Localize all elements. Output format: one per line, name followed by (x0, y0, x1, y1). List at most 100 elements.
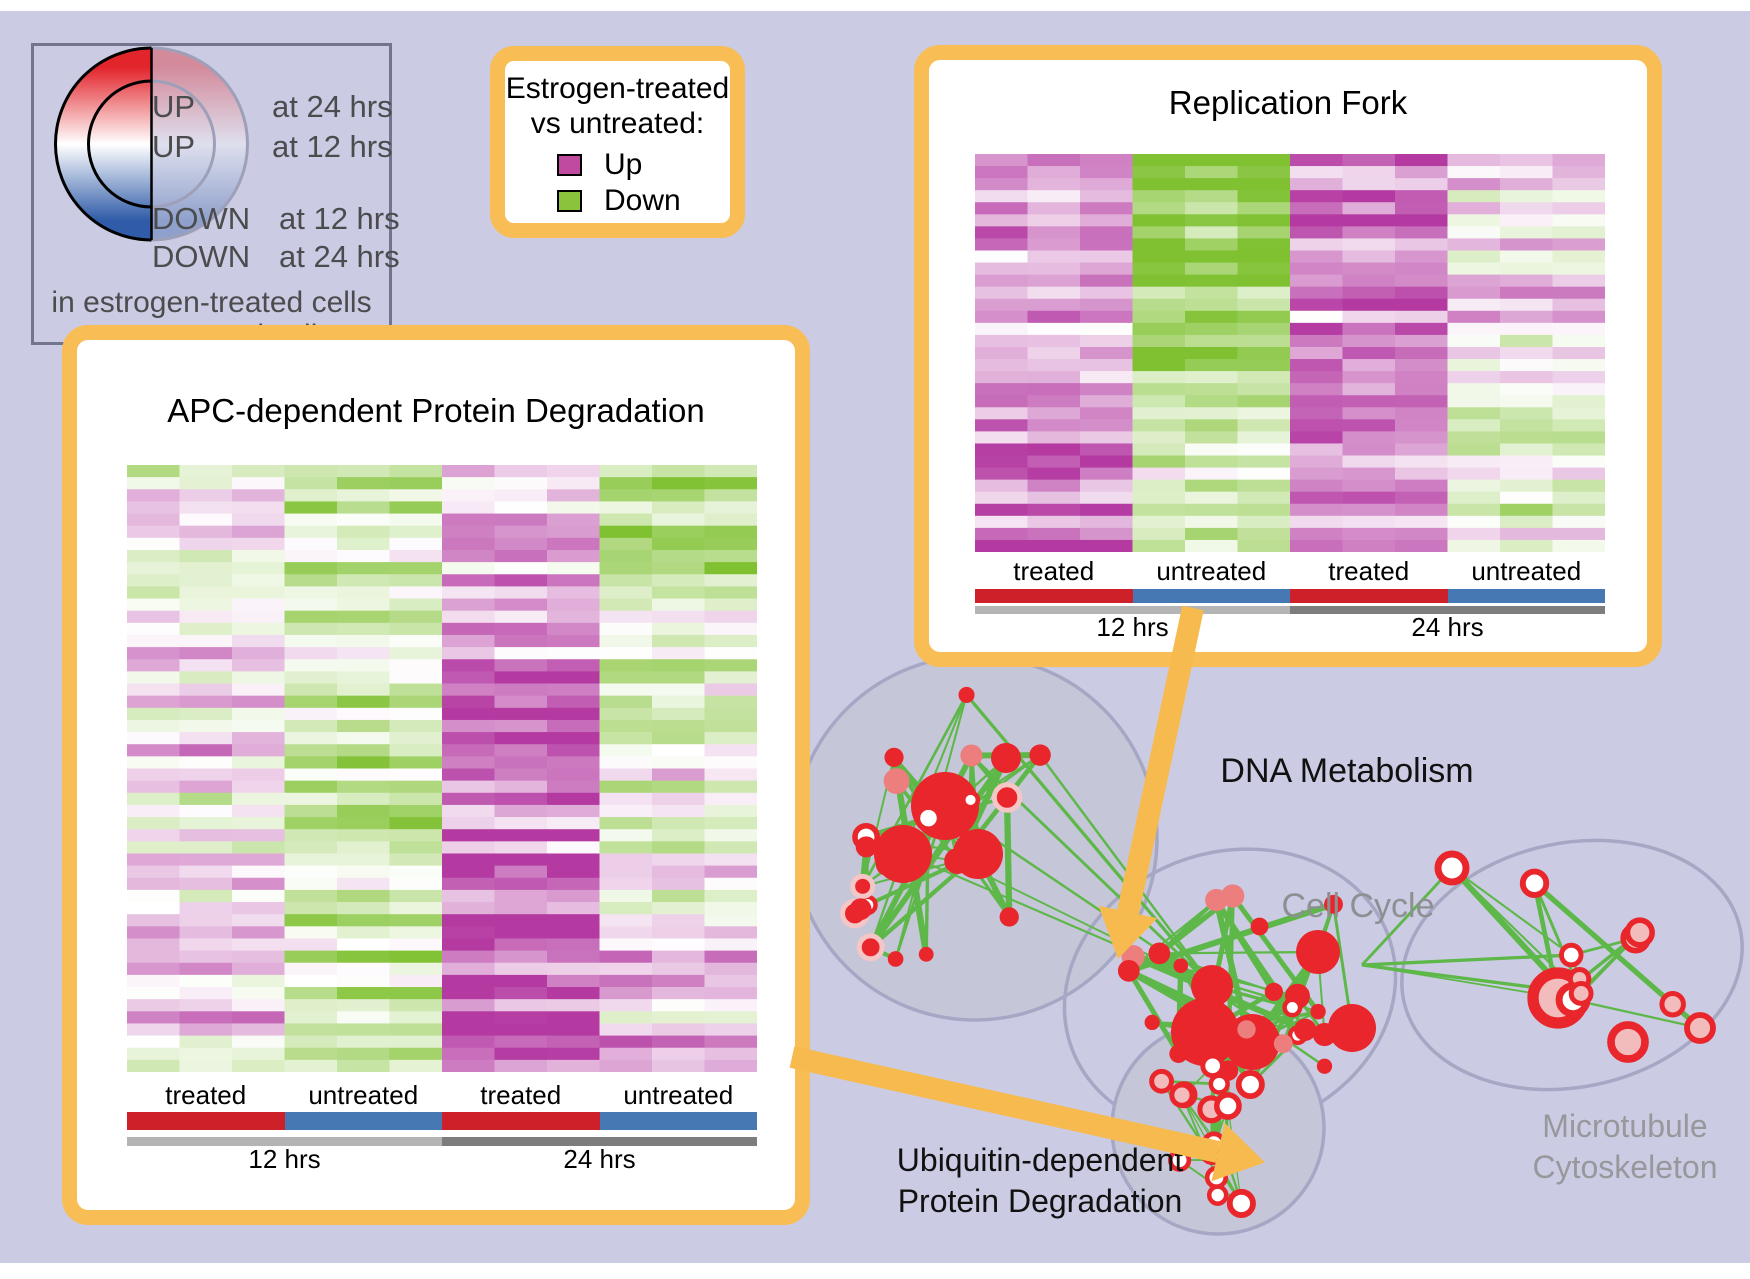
legend-time-12: at 12 hrs (272, 129, 393, 164)
cluster-label-line: Cytoskeleton (1532, 1149, 1718, 1185)
network-node (1214, 1092, 1242, 1120)
network-node (1169, 1044, 1188, 1063)
network-node (1328, 1004, 1376, 1052)
treated-condition-bar (1290, 589, 1448, 603)
network-node (991, 782, 1023, 813)
network-node (1296, 930, 1340, 974)
time-bar-12hrs (127, 1137, 442, 1146)
untreated-condition-bar (1132, 589, 1290, 603)
network-node (1607, 1021, 1649, 1063)
time-label-24hrs: 24 hrs (1411, 612, 1484, 642)
untreated-condition-bar (1447, 589, 1605, 603)
time-label-12hrs: 12 hrs (1096, 612, 1169, 642)
network-node (884, 747, 904, 767)
group-label-treated-0: treated (165, 1080, 247, 1110)
network-node (1558, 942, 1584, 968)
untreated-condition-bar (599, 1112, 757, 1130)
cluster-label-ubiquitin-degradation: Ubiquitin-dependent Protein Degradation (897, 1140, 1183, 1222)
network-node (960, 744, 983, 767)
network-node (944, 848, 970, 874)
time-bar-24hrs (442, 1137, 757, 1146)
replication-fork-panel: Replication Fork treated untreated treated… (914, 45, 1662, 667)
legend-dir-down-12: DOWN (152, 201, 251, 236)
down-color-swatch (557, 190, 582, 212)
network-node (1312, 1022, 1337, 1047)
network-node (1149, 1068, 1175, 1094)
network-node (918, 946, 934, 962)
cluster-label-line: Protein Degradation (897, 1183, 1183, 1219)
network-node (1237, 1020, 1256, 1039)
legend-time-down-24: at 24 hrs (279, 239, 400, 274)
network-node (1568, 981, 1594, 1006)
network-node (1273, 1034, 1293, 1054)
apc-degradation-panel: APC-dependent Protein Degradation treate… (62, 325, 810, 1225)
color-legend-item-up: Up (557, 147, 730, 183)
network-node (887, 951, 904, 967)
time-label-24hrs: 24 hrs (563, 1144, 636, 1174)
cluster-label-microtubule-cytoskeleton: Microtubule Cytoskeleton (1533, 1106, 1718, 1188)
network-node (1169, 1082, 1195, 1108)
updown-color-legend: Estrogen-treated vs untreated: Up Down (490, 46, 745, 238)
apc-degradation-title: APC-dependent Protein Degradation (167, 392, 705, 429)
network-node (991, 743, 1021, 773)
cluster-label-line: DNA Metabolism (1220, 752, 1474, 791)
down-label: Down (604, 184, 681, 217)
figure-canvas: UP at 24 hrs UP at 12 hrs DOWN at 12 hrs… (0, 11, 1750, 1263)
network-node (1235, 1070, 1265, 1100)
network-node (1173, 958, 1189, 973)
network-node (850, 873, 876, 899)
network-node (1144, 1014, 1160, 1031)
network-node (1191, 965, 1233, 1007)
network-node (1519, 868, 1550, 898)
network-node (1206, 1184, 1229, 1206)
legend-time-down-12: at 12 hrs (279, 201, 400, 236)
cluster-label-line: Microtubule (1542, 1108, 1708, 1145)
network-node (1201, 1131, 1226, 1156)
network-node (1324, 894, 1343, 914)
network-node (1200, 1053, 1225, 1079)
network-node (875, 851, 901, 877)
legend-footer-line1: in estrogen-treated cells (51, 286, 372, 319)
cluster-label-line: Ubiquitin-dependent (896, 1142, 1184, 1179)
replication-fork-title: Replication Fork (1168, 84, 1408, 121)
network-node (1434, 850, 1470, 886)
network-node (1204, 1165, 1228, 1190)
up-label: Up (604, 148, 643, 181)
time-bar-24hrs (1290, 606, 1605, 614)
group-label-treated-0: treated (1013, 556, 1095, 586)
group-label-untreated-3: untreated (623, 1080, 734, 1110)
color-legend-title-line2: vs untreated: (530, 107, 705, 140)
treated-condition-bar (442, 1112, 600, 1130)
network-node (1208, 1073, 1230, 1095)
network-node (1316, 1058, 1333, 1074)
treated-condition-bar (127, 1112, 285, 1130)
network-node (958, 686, 975, 703)
network-node (1117, 959, 1140, 982)
up-color-swatch (557, 154, 582, 176)
color-legend-item-down: Down (557, 183, 730, 219)
network-node (1226, 1188, 1256, 1218)
cluster-label-line: Cell Cycle (1281, 887, 1435, 926)
bubble-microtubule (1400, 838, 1744, 1092)
network-node (1264, 982, 1283, 1002)
network-node (849, 898, 872, 921)
legend-dir-up-24: UP (152, 89, 196, 124)
time-label-12hrs: 12 hrs (248, 1144, 321, 1174)
network-node (883, 768, 910, 795)
group-label-untreated-3: untreated (1471, 556, 1582, 586)
network-node (1282, 997, 1303, 1018)
legend-dir-up-12: UP (152, 129, 196, 164)
network-node (1216, 1149, 1239, 1172)
network-node (1684, 1012, 1716, 1044)
network-node (855, 836, 877, 858)
network-node (1293, 1018, 1317, 1041)
network-node (1250, 917, 1269, 936)
cluster-label-dna-metabolism: DNA Metabolism (1220, 750, 1473, 794)
group-label-treated-2: treated (1328, 556, 1410, 586)
legend-dir-down-24: DOWN (152, 239, 251, 274)
updown-circle-legend: UP at 24 hrs UP at 12 hrs DOWN at 12 hrs… (31, 43, 400, 352)
group-label-treated-2: treated (480, 1080, 562, 1110)
treated-condition-bar (975, 589, 1133, 603)
group-label-untreated-1: untreated (308, 1080, 419, 1110)
apc-heatmap (127, 465, 757, 1072)
